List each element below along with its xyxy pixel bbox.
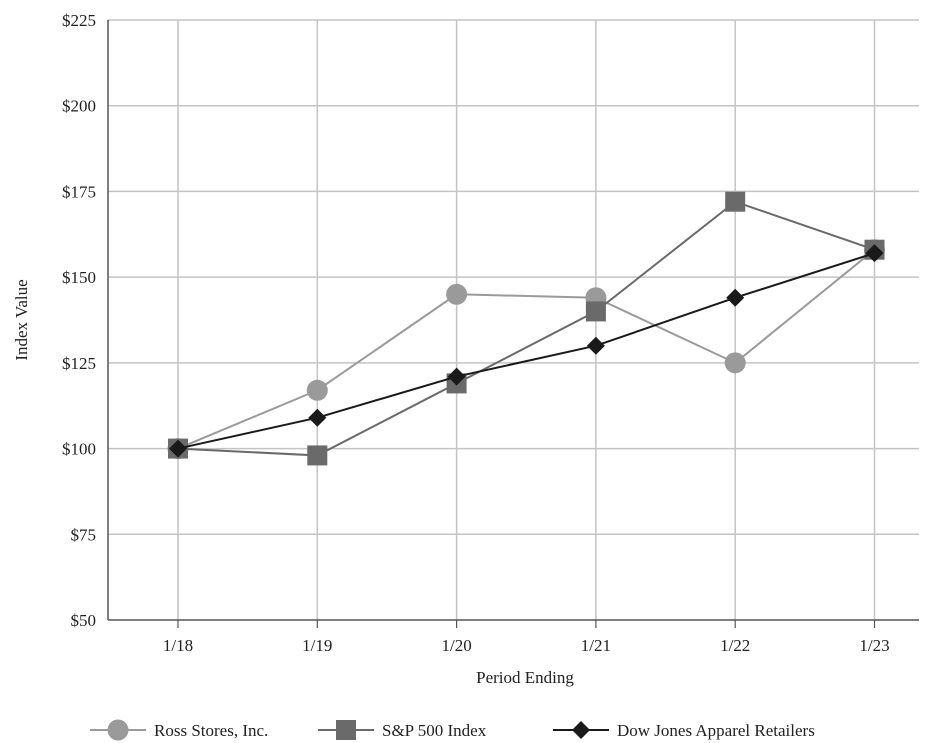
y-tick-label: $75 (71, 525, 97, 544)
series-line (177, 252, 875, 450)
y-tick-label: $200 (62, 97, 96, 116)
x-tick-label: 1/21 (581, 636, 611, 655)
x-tick-label: 1/23 (859, 636, 889, 655)
legend-item-1: S&P 500 Index (318, 720, 487, 740)
data-point (586, 336, 605, 355)
data-point (446, 283, 468, 305)
series-layer (167, 191, 885, 466)
y-tick-label: $225 (62, 11, 96, 30)
data-point (306, 379, 328, 401)
data-point (726, 288, 745, 307)
data-point (447, 367, 466, 386)
legend: Ross Stores, Inc. S&P 500 Index Dow Jones … (90, 719, 815, 741)
data-point (865, 244, 884, 263)
data-point (307, 445, 328, 466)
legend-item-0: Ross Stores, Inc. (90, 719, 268, 741)
data-point (308, 408, 327, 427)
grid-layer (108, 19, 919, 620)
data-point (169, 439, 187, 458)
x-tick-label: 1/22 (720, 636, 750, 655)
y-tick-label: $125 (62, 354, 96, 373)
tick-labels: $50 $75 $100 $125 $150 $175 $200 $225 1/18 1/19 1/… (62, 11, 890, 655)
y-axis-title: Index Value (12, 279, 31, 360)
series-line (177, 248, 876, 450)
legend-item-2: Dow Jones Apparel Retailers (553, 721, 815, 740)
legend-marker (572, 721, 590, 739)
series-2 (169, 244, 884, 458)
legend-marker (336, 720, 356, 740)
x-tick-label: 1/18 (163, 636, 193, 655)
x-tick-label: 1/19 (302, 636, 332, 655)
legend-label: Ross Stores, Inc. (154, 721, 268, 740)
series-line (177, 200, 875, 457)
legend-label: S&P 500 Index (382, 721, 487, 740)
x-tick-label: 1/20 (441, 636, 471, 655)
legend-label: Dow Jones Apparel Retailers (617, 721, 815, 740)
legend-marker (107, 719, 129, 741)
y-tick-label: $100 (62, 440, 96, 459)
y-tick-label: $50 (71, 611, 97, 630)
data-point (725, 191, 746, 212)
x-axis-title: Period Ending (476, 668, 574, 687)
axes-layer (107, 20, 919, 628)
data-point (585, 301, 606, 322)
y-tick-label: $175 (62, 182, 96, 201)
data-point (724, 352, 746, 374)
y-tick-label: $150 (62, 268, 96, 287)
